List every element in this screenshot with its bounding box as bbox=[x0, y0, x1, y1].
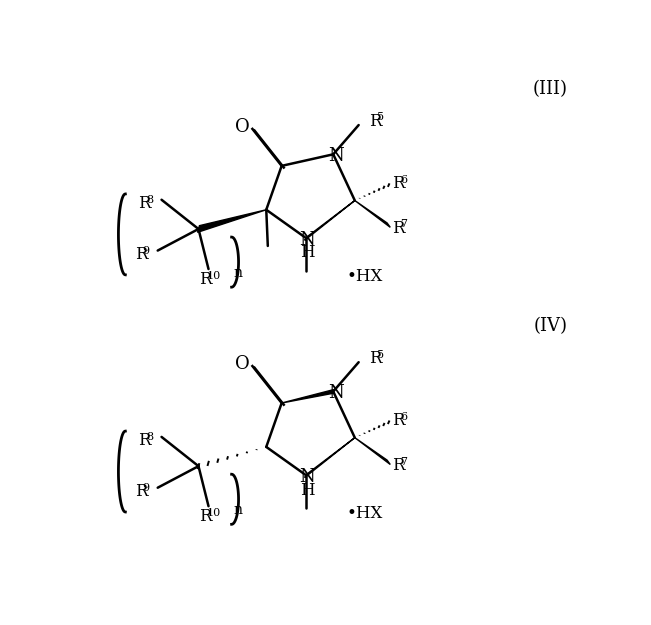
Text: 5: 5 bbox=[377, 349, 384, 359]
Text: n: n bbox=[233, 503, 242, 517]
Text: •HX: •HX bbox=[346, 506, 383, 522]
Text: R: R bbox=[393, 175, 405, 192]
Text: O: O bbox=[235, 355, 250, 372]
Text: R: R bbox=[135, 246, 147, 263]
Text: 9: 9 bbox=[143, 246, 150, 256]
Text: N: N bbox=[327, 147, 344, 165]
Text: 7: 7 bbox=[400, 219, 408, 229]
Text: H: H bbox=[299, 244, 314, 261]
Text: (IV): (IV) bbox=[534, 317, 568, 335]
Text: 9: 9 bbox=[143, 482, 150, 492]
Text: n: n bbox=[233, 266, 242, 280]
Text: 10: 10 bbox=[207, 508, 221, 518]
Text: 7: 7 bbox=[400, 456, 408, 466]
Text: R: R bbox=[369, 112, 382, 130]
Text: R: R bbox=[393, 412, 405, 429]
Text: R: R bbox=[393, 457, 405, 474]
Text: 8: 8 bbox=[146, 195, 153, 205]
Text: 8: 8 bbox=[146, 432, 153, 442]
Text: R: R bbox=[199, 271, 212, 288]
Text: 6: 6 bbox=[400, 175, 408, 185]
Text: H: H bbox=[299, 481, 314, 499]
Text: •HX: •HX bbox=[346, 268, 383, 285]
Text: R: R bbox=[393, 220, 405, 237]
Text: O: O bbox=[235, 118, 250, 136]
Polygon shape bbox=[305, 201, 355, 241]
Polygon shape bbox=[355, 201, 391, 228]
Text: R: R bbox=[135, 483, 147, 500]
Text: 5: 5 bbox=[377, 112, 384, 123]
Text: N: N bbox=[327, 384, 344, 402]
Polygon shape bbox=[197, 210, 266, 232]
Text: R: R bbox=[199, 509, 212, 526]
Text: 10: 10 bbox=[207, 271, 221, 281]
Text: N: N bbox=[299, 468, 315, 486]
Polygon shape bbox=[355, 438, 391, 464]
Text: R: R bbox=[139, 195, 151, 212]
Text: (III): (III) bbox=[533, 80, 568, 98]
Polygon shape bbox=[282, 389, 334, 403]
Text: R: R bbox=[369, 350, 382, 367]
Text: N: N bbox=[299, 231, 315, 249]
Text: R: R bbox=[139, 432, 151, 449]
Polygon shape bbox=[305, 438, 355, 478]
Text: 6: 6 bbox=[400, 412, 408, 422]
